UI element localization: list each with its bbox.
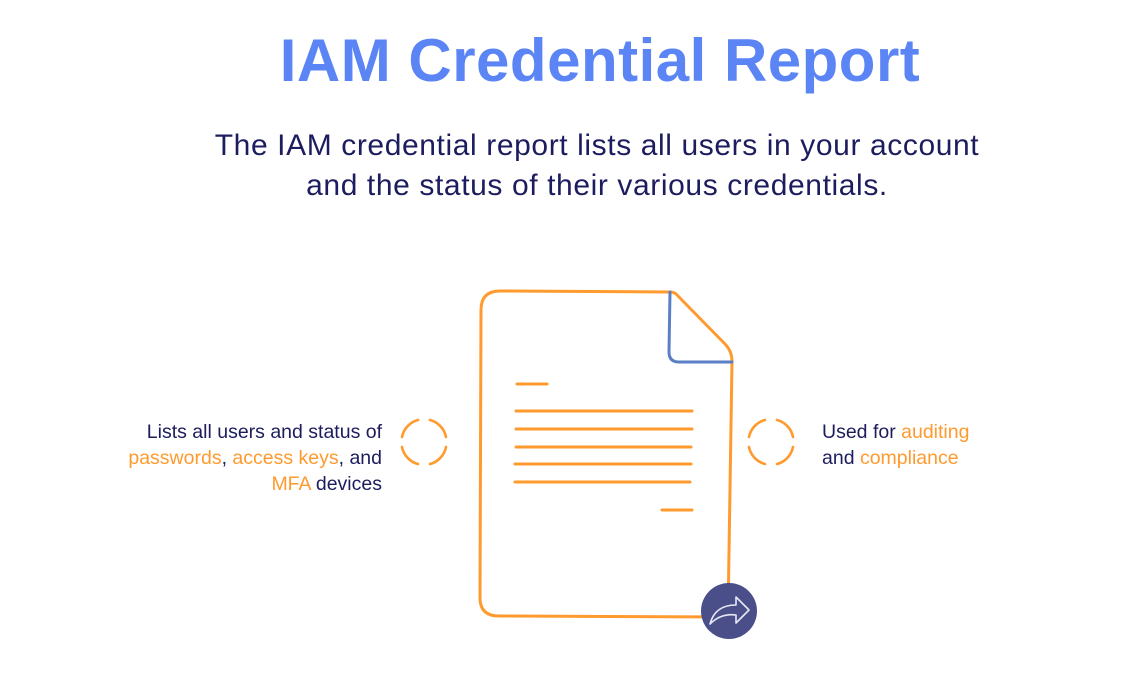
right-caption-line-2: and compliance [822,445,969,471]
right-caption: Used for auditing and compliance [822,419,969,471]
comma: , [221,447,233,469]
left-caption-line-1: Lists all users and status of [146,421,382,443]
compliance-highlight: compliance [859,447,959,469]
document-outline [478,289,734,619]
passwords-highlight: passwords [128,447,222,469]
dashed-circle-icon [747,418,795,466]
devices-text: devices [310,473,382,495]
page-title: IAM Credential Report [279,27,921,94]
left-caption: Lists all users and status of passwords,… [128,419,382,497]
page-subtitle: The IAM credential report lists all user… [0,126,1146,206]
used-for-text: Used for [822,421,902,443]
left-caption-line-3: MFA devices [128,471,382,497]
and-text: , and [338,447,382,469]
left-caption-line-2: passwords, access keys, and [128,445,382,471]
document-fold [667,290,734,364]
access-keys-highlight: access keys [232,447,339,469]
share-arrow-icon[interactable] [701,583,757,639]
and-text: and [822,447,860,469]
dashed-circle-icon [400,418,448,466]
subtitle-line-2: and the status of their various credenti… [306,169,888,202]
subtitle-line-1: The IAM credential report lists all user… [214,129,980,162]
right-caption-line-1: Used for auditing [822,419,969,445]
mfa-highlight: MFA [271,473,311,495]
document-icon [478,289,734,619]
auditing-highlight: auditing [901,421,970,443]
